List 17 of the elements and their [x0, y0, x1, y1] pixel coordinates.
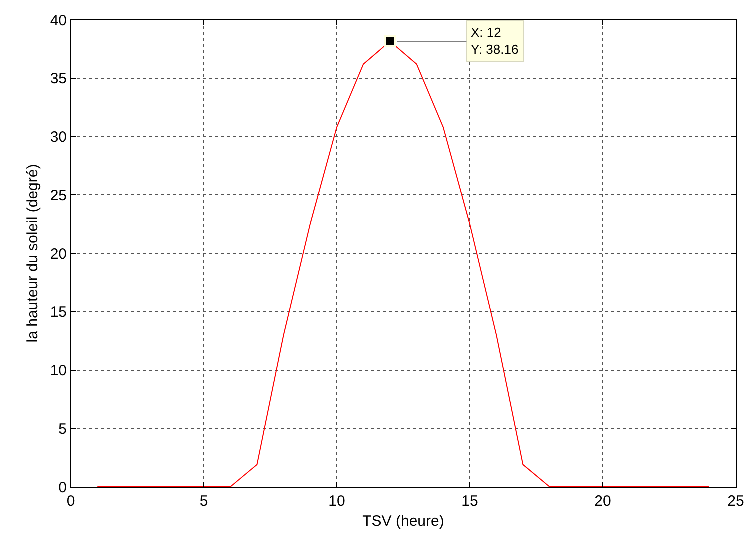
y-tick-label: 35 [50, 70, 67, 88]
x-tick-label: 20 [594, 493, 612, 510]
y-tick-label: 40 [50, 12, 67, 30]
y-tick-label: 15 [50, 304, 67, 322]
annotation: X: 12 Y: 38.16 [471, 25, 519, 57]
y-tick-label: 10 [50, 362, 67, 380]
y-tick-label: 5 [58, 420, 67, 438]
y-tick-label: 20 [50, 246, 67, 263]
x-tick-label: 10 [328, 493, 346, 510]
y-tick-label: 25 [50, 187, 67, 204]
x-tick-label: 25 [728, 493, 744, 510]
x-axis-title: TSV (heure) [362, 513, 444, 530]
x-tick-label: 5 [200, 493, 208, 510]
y-tick-label: 30 [50, 129, 67, 146]
x-tick-label: 15 [462, 493, 478, 510]
y-tick-label: 0 [58, 479, 67, 496]
y-axis-title: la hauteur du soleil (degré) [24, 164, 42, 343]
